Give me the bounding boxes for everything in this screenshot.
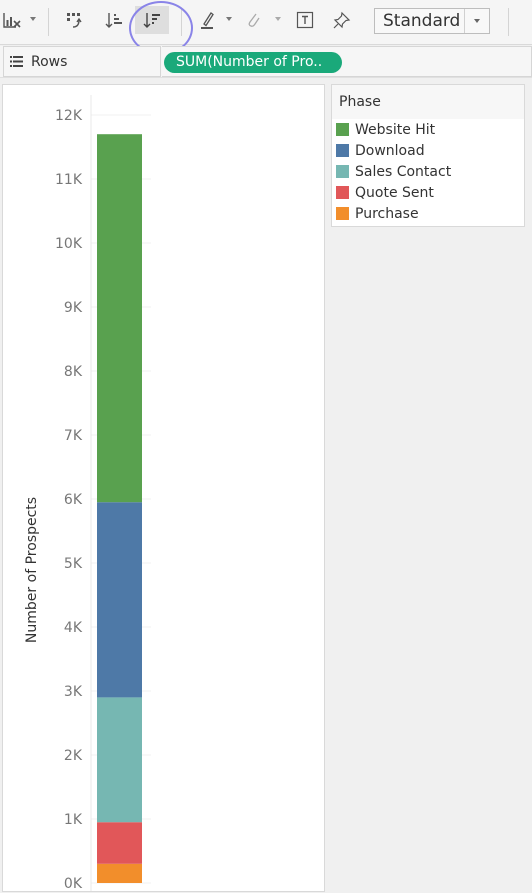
color-legend: Phase Website Hit Download Sales Contact Qu…	[331, 84, 525, 227]
rows-shelf-drop-area[interactable]: SUM(Number of Pro..	[162, 46, 532, 77]
labels-icon[interactable]	[295, 6, 315, 34]
pin-icon[interactable]	[332, 6, 352, 34]
y-tick-label: 11K	[55, 172, 83, 188]
legend-swatch	[336, 165, 349, 178]
legend-label: Purchase	[355, 205, 419, 222]
swap-icon[interactable]	[62, 6, 86, 34]
y-tick-label: 10K	[55, 236, 83, 252]
y-tick-label: 3K	[64, 684, 83, 700]
chart-pane: 0K 1K 2K 3K 4K 5K 6K 7K 8K 9K 10K 11K 12K Number of P…	[2, 84, 325, 892]
y-tick-label: 0K	[64, 876, 83, 892]
annotate-icon[interactable]	[245, 6, 263, 34]
bar-segment[interactable]	[97, 134, 142, 503]
chevron-down-icon[interactable]	[226, 17, 232, 21]
legend-label: Quote Sent	[355, 184, 434, 201]
y-tick-label: 6K	[64, 492, 83, 508]
legend-label: Sales Contact	[355, 163, 452, 180]
y-tick-label: 5K	[64, 556, 83, 572]
legend-swatch	[336, 123, 349, 136]
legend-item[interactable]: Sales Contact	[332, 161, 524, 182]
chevron-down-icon[interactable]	[30, 17, 36, 21]
legend-swatch	[336, 186, 349, 199]
legend-title: Phase	[332, 85, 524, 119]
fit-dropdown[interactable]: Standard	[374, 8, 490, 34]
y-tick-label: 12K	[55, 108, 83, 124]
measure-pill[interactable]: SUM(Number of Pro..	[164, 52, 342, 73]
y-tick-label: 8K	[64, 364, 83, 380]
bar-segment[interactable]	[97, 502, 142, 698]
legend-item[interactable]: Purchase	[332, 203, 524, 224]
bar-segment[interactable]	[97, 822, 142, 864]
show-me-icon[interactable]	[0, 6, 24, 34]
y-tick-label: 1K	[64, 812, 83, 828]
divider	[508, 8, 509, 36]
sort-descending-icon[interactable]	[135, 6, 169, 34]
y-axis-title: Number of Prospects	[24, 497, 40, 643]
legend-item[interactable]: Website Hit	[332, 119, 524, 140]
legend-swatch	[336, 207, 349, 220]
legend-item[interactable]: Download	[332, 140, 524, 161]
legend-item[interactable]: Quote Sent	[332, 182, 524, 203]
legend-label: Website Hit	[355, 121, 436, 138]
y-tick-label: 2K	[64, 748, 83, 764]
toolbar: Standard	[0, 0, 532, 55]
rows-icon	[10, 56, 23, 67]
chevron-down-icon[interactable]	[275, 17, 281, 21]
divider	[48, 8, 49, 36]
chevron-down-icon[interactable]	[464, 9, 489, 33]
legend-swatch	[336, 144, 349, 157]
sort-ascending-icon[interactable]	[102, 6, 126, 34]
rows-shelf: Rows SUM(Number of Pro..	[0, 46, 532, 78]
rows-label: Rows	[31, 53, 68, 70]
rows-shelf-label: Rows	[3, 46, 161, 77]
fit-dropdown-value: Standard	[383, 11, 461, 31]
y-tick-label: 7K	[64, 428, 83, 444]
legend-label: Download	[355, 142, 425, 159]
y-tick-label: 4K	[64, 620, 83, 636]
bar-segment[interactable]	[97, 697, 142, 823]
divider	[181, 8, 182, 36]
highlight-pen-icon[interactable]	[198, 6, 218, 34]
y-tick-label: 9K	[64, 300, 83, 316]
stacked-bar-chart: 0K 1K 2K 3K 4K 5K 6K 7K 8K 9K 10K 11K 12K Number of P…	[24, 95, 151, 892]
bar-segment[interactable]	[97, 863, 142, 883]
